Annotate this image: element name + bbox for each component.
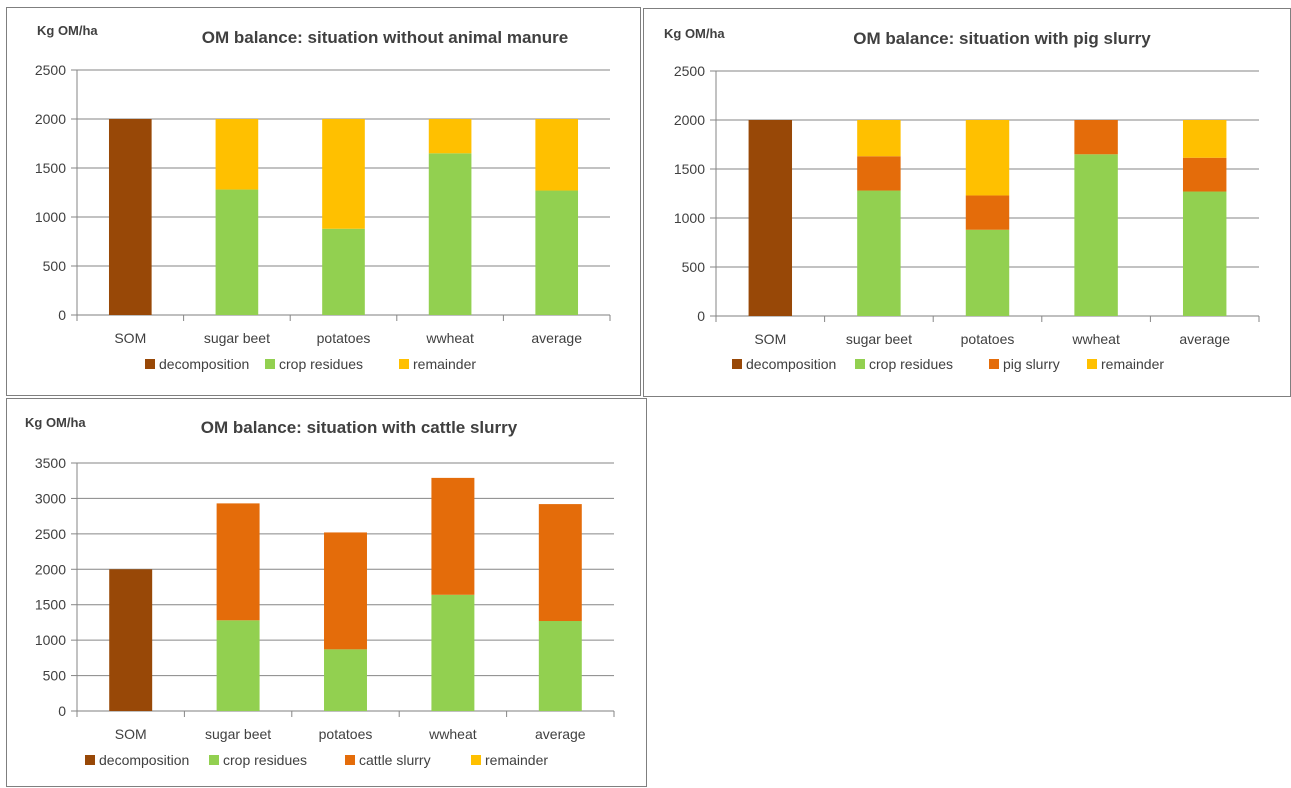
bar-crop-residues-wwheat [431,594,475,711]
bar-crop-residues-average [535,190,579,315]
bar-remainder-average [1182,120,1227,158]
bar-remainder-potatoes [965,120,1010,196]
y-tick-label: 2000 [35,111,66,127]
y-axis-unit-label: Kg OM/ha [664,26,725,41]
bar-remainder-wwheat [428,119,472,154]
x-tick-label: average [531,330,582,346]
y-axis-unit-label: Kg OM/ha [25,415,86,430]
y-tick-label: 500 [43,258,67,274]
legend-swatch-crop-residues [855,359,865,369]
bar-crop-residues-average [538,621,582,711]
bar-crop-residues-wwheat [428,153,472,315]
chart-title: OM balance: situation with cattle slurry [201,418,518,437]
bar-crop-residues-potatoes [322,228,365,315]
bar-crop-residues-sugar-beet [215,189,259,315]
legend-label-decomposition: decomposition [99,752,189,768]
bar-pig-slurry-average [1182,157,1227,192]
bar-cattle-slurry-sugar-beet [216,503,260,621]
chart-svg: Kg OM/ha OM balance: situation with pig s… [664,26,1260,372]
bar-decomposition-som [109,569,153,711]
legend-label-decomposition: decomposition [159,356,249,372]
bar-remainder-sugar-beet [215,119,259,190]
chart-svg: Kg OM/ha OM balance: situation with cattl… [25,415,615,768]
bar-decomposition-som [748,120,793,316]
x-tick-label: SOM [114,330,146,346]
bar-remainder-sugar-beet [857,120,901,157]
legend-label-crop-residues: crop residues [223,752,307,768]
y-tick-label: 1000 [674,210,705,226]
y-tick-label: 0 [58,307,66,323]
bar-crop-residues-wwheat [1074,154,1118,316]
bar-cattle-slurry-wwheat [431,477,475,595]
y-tick-label: 2500 [674,63,705,79]
y-tick-label: 2500 [35,62,66,78]
y-tick-label: 0 [697,308,705,324]
x-tick-label: average [1179,331,1230,347]
bar-cattle-slurry-potatoes [324,532,367,650]
chart-title: OM balance: situation with pig slurry [853,29,1151,48]
chart-panel-cattle-slurry: Kg OM/ha OM balance: situation with cattl… [6,398,647,787]
bar-crop-residues-potatoes [324,649,367,711]
x-tick-label: SOM [115,726,147,742]
y-tick-label: 1500 [674,161,705,177]
chart-panel-pig-slurry: Kg OM/ha OM balance: situation with pig s… [643,8,1291,397]
legend-label-pig-slurry: pig slurry [1003,356,1060,372]
bar-crop-residues-potatoes [965,229,1010,316]
bar-crop-residues-average [1182,191,1227,316]
x-tick-label: potatoes [961,331,1015,347]
x-tick-label: potatoes [317,330,371,346]
y-axis-unit-label: Kg OM/ha [37,23,98,38]
x-tick-label: average [535,726,586,742]
y-tick-label: 3000 [35,490,66,506]
legend-swatch-remainder [471,755,481,765]
legend-swatch-decomposition [85,755,95,765]
legend-swatch-remainder [1087,359,1097,369]
y-tick-label: 2000 [35,561,66,577]
y-tick-label: 2500 [35,526,66,542]
chart-title: OM balance: situation without animal man… [202,28,569,47]
legend-swatch-crop-residues [265,359,275,369]
legend-label-remainder: remainder [413,356,476,372]
x-tick-label: sugar beet [846,331,912,347]
legend-label-decomposition: decomposition [746,356,836,372]
bar-remainder-potatoes [322,119,365,229]
legend-swatch-pig-slurry [989,359,999,369]
legend-label-crop-residues: crop residues [279,356,363,372]
legend-label-remainder: remainder [1101,356,1164,372]
x-tick-label: sugar beet [204,330,270,346]
y-tick-label: 0 [58,703,66,719]
x-tick-label: wwheat [1071,331,1120,347]
y-tick-label: 1000 [35,209,66,225]
legend-swatch-decomposition [145,359,155,369]
legend-label-crop-residues: crop residues [869,356,953,372]
legend-label-remainder: remainder [485,752,548,768]
y-tick-label: 500 [682,259,706,275]
legend-label-cattle-slurry: cattle slurry [359,752,431,768]
bar-pig-slurry-wwheat [1074,120,1118,155]
y-tick-label: 3500 [35,455,66,471]
x-tick-label: sugar beet [205,726,271,742]
y-tick-label: 1500 [35,160,66,176]
bar-pig-slurry-sugar-beet [857,156,901,191]
legend-swatch-cattle-slurry [345,755,355,765]
bar-pig-slurry-potatoes [965,195,1010,230]
legend-swatch-decomposition [732,359,742,369]
chart-svg: Kg OM/ha OM balance: situation without an… [35,23,611,372]
y-tick-label: 2000 [674,112,705,128]
x-tick-label: SOM [754,331,786,347]
legend-swatch-remainder [399,359,409,369]
legend-swatch-crop-residues [209,755,219,765]
y-tick-label: 1000 [35,632,66,648]
y-tick-label: 1500 [35,597,66,613]
bar-crop-residues-sugar-beet [857,190,901,316]
chart-panel-no-manure: Kg OM/ha OM balance: situation without an… [6,7,641,396]
x-tick-label: wwheat [428,726,477,742]
bar-crop-residues-sugar-beet [216,620,260,711]
x-tick-label: potatoes [319,726,373,742]
bar-decomposition-som [108,119,152,315]
y-tick-label: 500 [43,668,67,684]
x-tick-label: wwheat [425,330,474,346]
bar-cattle-slurry-average [538,504,582,622]
bar-remainder-average [535,119,579,191]
